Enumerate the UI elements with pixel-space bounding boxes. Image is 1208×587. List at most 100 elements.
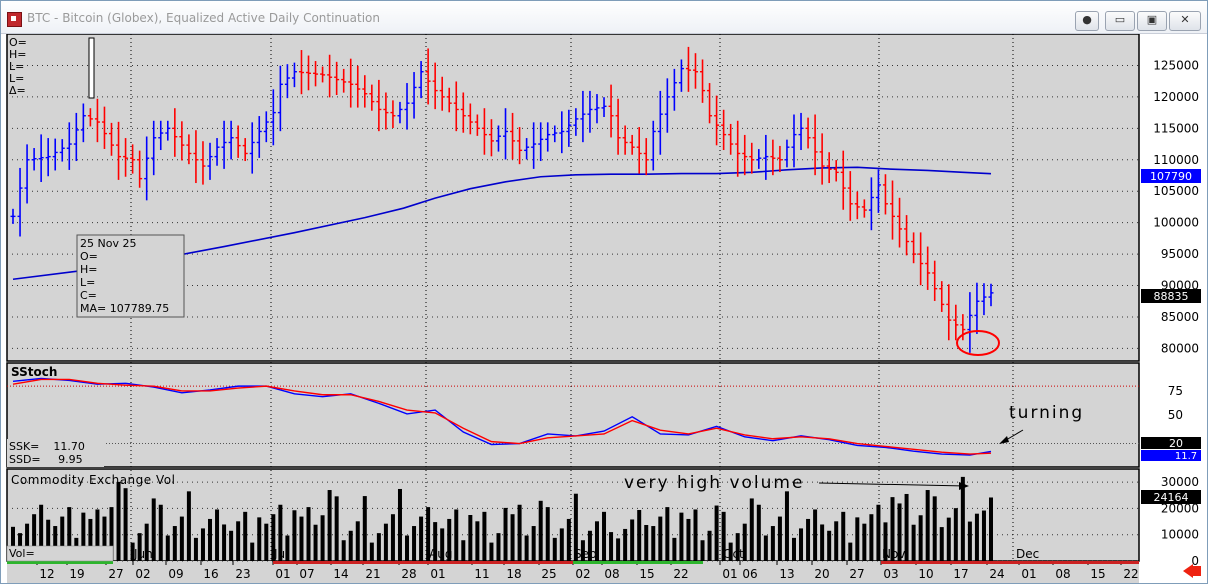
- day-label: 22: [673, 567, 688, 581]
- ohlc-bar: [819, 133, 825, 185]
- volume-bar: [285, 535, 290, 561]
- scroll-arrow-tail[interactable]: [1193, 566, 1201, 576]
- ohlc-bar: [495, 125, 501, 152]
- volume-bar: [665, 507, 670, 561]
- volume-bar: [707, 530, 712, 561]
- month-label: Oct: [723, 547, 744, 561]
- month-label: Aug: [429, 547, 452, 561]
- ohlc-bar: [277, 65, 283, 132]
- ohlc-bar: [812, 114, 818, 176]
- record-button[interactable]: ●: [1075, 11, 1099, 31]
- volume-bar: [53, 526, 58, 561]
- ohlc-bar: [601, 97, 607, 118]
- ohlc-bar: [714, 95, 720, 146]
- volume-bar: [834, 521, 839, 561]
- restore-button[interactable]: ▣: [1137, 11, 1167, 31]
- ohlc-bar: [981, 283, 987, 316]
- ohlc-bar: [306, 55, 312, 91]
- month-label: Jun: [133, 547, 153, 561]
- ohlc-bar: [235, 125, 241, 158]
- stoch-tick-label: 50: [1168, 408, 1183, 422]
- stoch-title: SStoch: [11, 365, 57, 379]
- ohlc-bar: [158, 120, 164, 151]
- ohlc-bar: [172, 108, 178, 157]
- volume-bar: [679, 512, 684, 561]
- ohlc-bar: [650, 120, 656, 171]
- month-label: Jul: [273, 547, 288, 561]
- volume-bar: [193, 537, 198, 561]
- volume-bar: [503, 507, 508, 561]
- ohlc-bar: [130, 144, 136, 174]
- volume-bar: [637, 510, 642, 561]
- volume-bar: [341, 540, 346, 561]
- ohlc-bar: [791, 114, 797, 168]
- volume-bar: [946, 517, 951, 561]
- volume-tick-label: 20000: [1161, 501, 1199, 515]
- volume-bar: [67, 507, 72, 561]
- volume-bar: [573, 493, 578, 561]
- volume-bar: [172, 526, 177, 561]
- ohlc-bar: [207, 142, 213, 180]
- day-label: 02: [575, 567, 590, 581]
- ohlc-bar: [200, 141, 206, 185]
- volume-arrow: [818, 482, 967, 487]
- ohlc-bar: [10, 208, 16, 224]
- volume-bar: [334, 496, 339, 561]
- ohlc-bar: [151, 120, 157, 176]
- ohlc-bar: [756, 149, 762, 169]
- close-button[interactable]: ✕: [1169, 11, 1201, 31]
- ohlc-bar: [742, 134, 748, 176]
- volume-bar: [749, 498, 754, 561]
- volume-bar: [426, 507, 431, 561]
- ohlc-bar: [671, 68, 677, 111]
- volume-bar: [179, 516, 184, 561]
- volume-bar: [496, 533, 501, 561]
- volume-bar: [630, 519, 635, 561]
- ohlc-bar: [531, 122, 537, 169]
- volume-bar: [777, 516, 782, 561]
- ohlc-bar: [439, 76, 445, 111]
- stoch-panel: [6, 362, 1140, 468]
- vol-footer-label: Vol=: [9, 547, 35, 560]
- volume-bar: [609, 532, 614, 561]
- month-label: Sep: [574, 547, 597, 561]
- ohlc-bar: [228, 120, 234, 160]
- ohlc-bar: [460, 92, 466, 133]
- scroll-right-arrow-icon[interactable]: [1183, 564, 1193, 578]
- volume-tick-label: 10000: [1161, 528, 1199, 542]
- ohlc-bar: [707, 83, 713, 124]
- ohlc-bar: [636, 127, 642, 174]
- ohlc-bar: [411, 72, 417, 119]
- ohlc-bar: [763, 134, 769, 180]
- day-label: 18: [506, 567, 521, 581]
- volume-bar: [11, 526, 15, 561]
- tooltip-low: L=: [80, 276, 95, 289]
- ohlc-bar: [833, 160, 839, 182]
- ohlc-bar: [953, 304, 959, 341]
- volume-bar: [489, 542, 494, 561]
- ohlc-bar: [327, 54, 333, 98]
- volume-bar: [552, 537, 557, 561]
- volume-bar: [602, 511, 607, 561]
- volume-bar: [939, 527, 944, 561]
- volume-bar: [672, 537, 677, 561]
- ohlc-bar: [341, 68, 347, 93]
- day-label: 03: [883, 567, 898, 581]
- day-label: 20: [814, 567, 829, 581]
- volume-bar: [799, 528, 804, 561]
- tooltip-ma: MA= 107789.75: [80, 302, 169, 315]
- volume-bar: [433, 522, 438, 561]
- price-tick-label: 105000: [1153, 184, 1199, 198]
- volume-bar: [967, 521, 972, 561]
- volume-bar: [517, 504, 522, 561]
- volume-bar: [890, 497, 895, 561]
- title-bar[interactable]: BTC - Bitcoin (Globex), Equalized Active…: [1, 1, 1207, 34]
- volume-title: Commodity Exchange Vol: [11, 473, 175, 487]
- ohlc-bar: [397, 101, 403, 124]
- minimize-button[interactable]: ▭: [1105, 11, 1135, 31]
- volume-bar: [686, 518, 691, 561]
- volume-bar: [397, 488, 402, 561]
- ohlc-bar: [390, 100, 396, 129]
- volume-arrowhead: [959, 482, 969, 490]
- day-label: 01: [430, 567, 445, 581]
